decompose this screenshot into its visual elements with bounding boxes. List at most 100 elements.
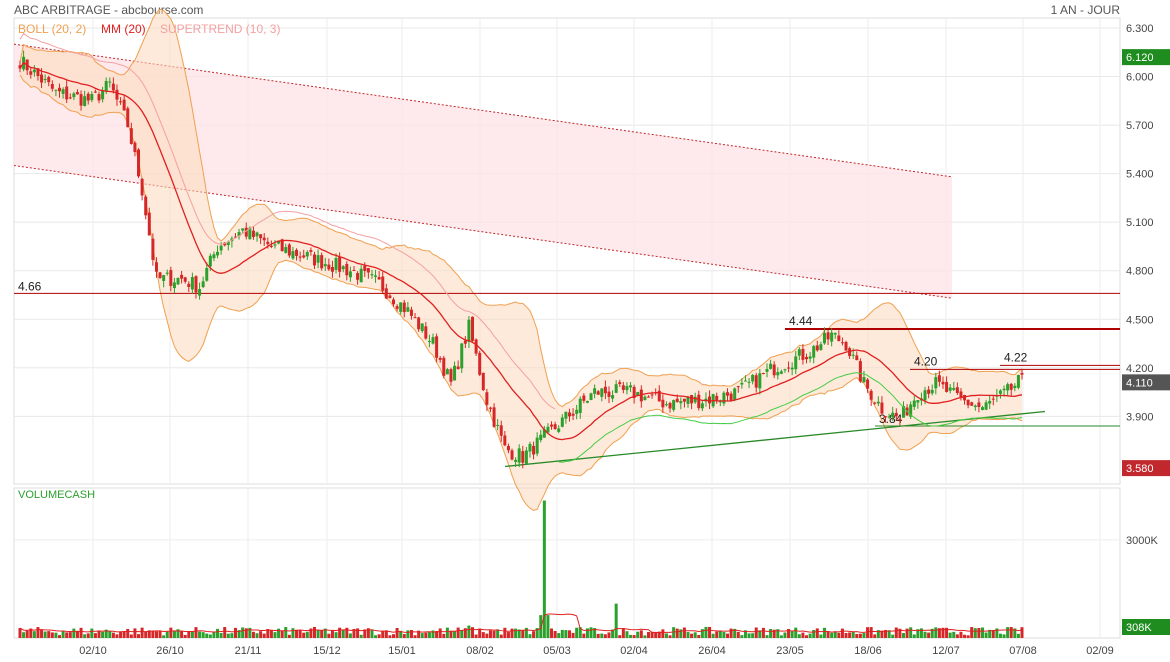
candle-body xyxy=(54,89,58,91)
volume-bar xyxy=(801,632,805,638)
volume-bar xyxy=(661,629,665,638)
candle-body xyxy=(621,385,625,390)
legend-supertrend: SUPERTREND (10, 3) xyxy=(160,22,280,36)
candle-body xyxy=(119,101,123,103)
candle-body xyxy=(208,255,212,267)
candle-body xyxy=(614,384,618,393)
candle-body xyxy=(930,389,934,394)
candle-body xyxy=(79,94,83,106)
volume-bar xyxy=(937,628,941,638)
volume-bar xyxy=(413,635,417,638)
candle-body xyxy=(93,91,97,93)
volume-bar xyxy=(945,627,949,638)
candle-body xyxy=(43,78,47,80)
volume-bar xyxy=(68,632,72,638)
volume-bar xyxy=(86,633,90,638)
candle-body xyxy=(837,335,841,342)
volume-bar xyxy=(682,627,686,638)
volume-bar xyxy=(381,630,385,638)
volume-bar xyxy=(244,628,248,638)
candle-body xyxy=(402,302,406,313)
volume-bar xyxy=(284,627,288,638)
volume-average-line xyxy=(19,613,1023,634)
candle-body xyxy=(783,369,787,371)
volume-bar xyxy=(948,632,952,638)
volume-bar xyxy=(420,633,424,638)
candle-body xyxy=(758,373,762,389)
candle-body xyxy=(108,81,112,83)
candle-body xyxy=(488,407,492,409)
volume-bar xyxy=(988,629,992,638)
candle-body xyxy=(251,230,255,238)
candle-body xyxy=(747,381,751,383)
candle-body xyxy=(126,108,130,128)
volume-bar xyxy=(399,630,403,638)
candle-body xyxy=(417,317,421,330)
volume-bar xyxy=(880,630,884,638)
candle-body xyxy=(855,355,859,361)
volume-bar xyxy=(596,633,600,638)
volume-bar xyxy=(560,629,564,638)
volume-bar xyxy=(183,634,187,638)
period-label[interactable]: 1 AN - JOUR xyxy=(1050,3,1120,17)
candle-body xyxy=(589,393,593,401)
candle-body xyxy=(237,232,241,237)
volume-bar xyxy=(657,631,661,638)
price-badge-label: 3.580 xyxy=(1126,463,1154,475)
volume-bar xyxy=(262,633,266,638)
candle-body xyxy=(431,337,435,344)
candle-body xyxy=(686,397,690,404)
volume-bar xyxy=(251,631,255,638)
candle-body xyxy=(998,390,1002,394)
volume-bar xyxy=(133,628,137,638)
candle-body xyxy=(535,437,539,454)
candle-body xyxy=(858,361,862,382)
candle-body xyxy=(101,90,105,100)
volume-bar xyxy=(654,632,658,638)
candle-body xyxy=(338,256,342,272)
candle-body xyxy=(481,372,485,391)
volume-bar xyxy=(144,631,148,638)
candle-body xyxy=(970,402,974,406)
volume-bar xyxy=(546,615,550,638)
volume-bar xyxy=(438,628,442,638)
candle-body xyxy=(381,276,385,291)
candle-body xyxy=(187,283,191,288)
candle-body xyxy=(952,388,956,390)
candle-body xyxy=(740,382,744,385)
volume-bar xyxy=(869,627,873,638)
candle-body xyxy=(733,388,737,400)
candle-body xyxy=(765,369,769,372)
volume-bar xyxy=(866,627,870,638)
candle-body xyxy=(743,380,747,382)
volume-bar xyxy=(790,631,794,638)
volume-bar xyxy=(219,632,223,638)
candle-body xyxy=(664,404,668,406)
volume-bar xyxy=(812,629,816,638)
volume-bar xyxy=(532,631,536,638)
volume-bar xyxy=(693,632,697,638)
candle-body xyxy=(129,128,133,144)
volume-badge xyxy=(1122,619,1170,635)
volume-bar xyxy=(345,627,349,638)
volume-bar xyxy=(111,632,115,638)
volume-bar xyxy=(858,633,862,638)
volume-bar xyxy=(919,628,923,638)
bollinger-fill xyxy=(20,9,1022,511)
volume-bar xyxy=(650,631,654,638)
candle-body xyxy=(517,448,521,463)
candle-body xyxy=(334,258,338,270)
candle-body xyxy=(521,451,525,463)
volume-bar xyxy=(1002,634,1006,638)
x-tick-label: 26/04 xyxy=(698,645,726,657)
volume-bar xyxy=(675,628,679,638)
volume-bar xyxy=(909,627,913,638)
candle-body xyxy=(154,262,158,272)
volume-bar xyxy=(837,632,841,638)
volume-badge-label: 308K xyxy=(1126,622,1152,634)
volume-bar xyxy=(165,631,169,638)
candle-body xyxy=(542,429,546,438)
candle-body xyxy=(316,255,320,263)
volume-bar xyxy=(1020,627,1024,638)
candle-body xyxy=(991,398,995,400)
